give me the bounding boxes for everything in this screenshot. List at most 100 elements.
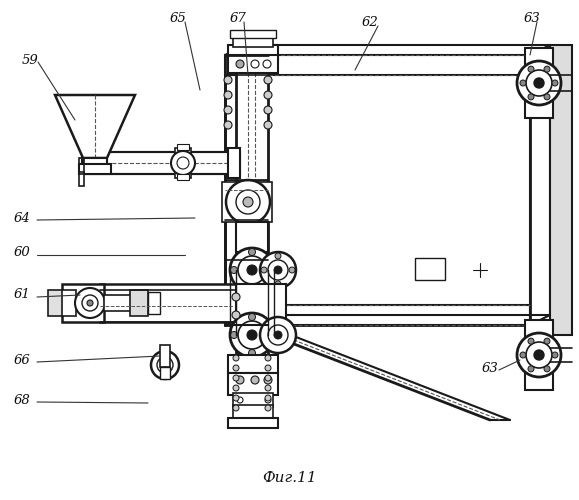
Circle shape xyxy=(544,94,550,100)
Circle shape xyxy=(251,376,259,384)
Bar xyxy=(104,295,134,311)
Bar xyxy=(233,405,273,420)
Circle shape xyxy=(534,78,544,88)
Circle shape xyxy=(274,331,282,339)
Bar xyxy=(225,55,530,325)
Circle shape xyxy=(528,366,534,372)
Circle shape xyxy=(236,60,244,68)
Circle shape xyxy=(261,267,267,273)
Bar xyxy=(100,284,255,322)
Bar xyxy=(233,35,273,47)
Circle shape xyxy=(233,405,239,411)
Bar xyxy=(225,55,530,75)
Circle shape xyxy=(526,70,552,96)
Circle shape xyxy=(224,121,232,129)
Bar xyxy=(236,55,268,425)
Circle shape xyxy=(151,351,179,379)
Polygon shape xyxy=(55,95,135,158)
Circle shape xyxy=(520,80,526,86)
Bar xyxy=(130,290,148,316)
Bar xyxy=(228,418,278,428)
Circle shape xyxy=(230,248,274,292)
Bar xyxy=(525,320,553,390)
Bar xyxy=(228,55,278,73)
Circle shape xyxy=(534,350,544,360)
Text: 67: 67 xyxy=(230,12,247,24)
Bar xyxy=(148,292,160,314)
Circle shape xyxy=(265,355,271,361)
Circle shape xyxy=(268,260,288,280)
Bar xyxy=(228,148,240,178)
Circle shape xyxy=(528,66,534,72)
Circle shape xyxy=(266,266,273,274)
Bar xyxy=(228,45,278,60)
Circle shape xyxy=(248,284,255,292)
Circle shape xyxy=(230,332,237,338)
Bar xyxy=(228,355,278,373)
Text: Фиг.11: Фиг.11 xyxy=(262,471,316,485)
Text: 66: 66 xyxy=(14,354,30,366)
Bar xyxy=(79,164,111,174)
Text: 63: 63 xyxy=(482,362,499,374)
Circle shape xyxy=(552,352,558,358)
Circle shape xyxy=(544,366,550,372)
Bar xyxy=(222,182,272,222)
Circle shape xyxy=(264,121,272,129)
Circle shape xyxy=(265,365,271,371)
Bar xyxy=(62,284,104,322)
Circle shape xyxy=(75,288,105,318)
Circle shape xyxy=(517,333,561,377)
Bar xyxy=(233,393,273,407)
Circle shape xyxy=(260,252,296,288)
Bar xyxy=(79,172,84,186)
Text: 68: 68 xyxy=(14,394,30,406)
Circle shape xyxy=(544,338,550,344)
Circle shape xyxy=(232,311,240,319)
Circle shape xyxy=(247,330,257,340)
Circle shape xyxy=(275,281,281,287)
Bar xyxy=(160,345,170,367)
Bar xyxy=(415,258,445,280)
Bar xyxy=(62,290,76,316)
Circle shape xyxy=(526,342,552,368)
Circle shape xyxy=(171,151,195,175)
Circle shape xyxy=(224,91,232,99)
Circle shape xyxy=(274,266,282,274)
Bar xyxy=(236,284,286,322)
Circle shape xyxy=(528,94,534,100)
Circle shape xyxy=(224,106,232,114)
Circle shape xyxy=(520,352,526,358)
Circle shape xyxy=(230,313,274,357)
Circle shape xyxy=(243,197,253,207)
Circle shape xyxy=(230,266,237,274)
Circle shape xyxy=(248,314,255,320)
Circle shape xyxy=(289,267,295,273)
Text: 65: 65 xyxy=(170,12,186,24)
Circle shape xyxy=(552,80,558,86)
Bar xyxy=(82,152,240,174)
Circle shape xyxy=(162,362,168,368)
Bar xyxy=(230,30,276,38)
Circle shape xyxy=(528,338,534,344)
Bar xyxy=(550,45,572,335)
Text: 62: 62 xyxy=(362,16,378,28)
Bar xyxy=(79,158,84,174)
Bar xyxy=(228,373,278,395)
Circle shape xyxy=(275,253,281,259)
Circle shape xyxy=(224,76,232,84)
Circle shape xyxy=(266,332,273,338)
Circle shape xyxy=(264,76,272,84)
Text: 60: 60 xyxy=(14,246,30,258)
Circle shape xyxy=(264,106,272,114)
Circle shape xyxy=(238,256,266,284)
Circle shape xyxy=(265,405,271,411)
Bar xyxy=(525,48,553,118)
Circle shape xyxy=(233,395,239,401)
Circle shape xyxy=(248,350,255,356)
Circle shape xyxy=(232,293,240,301)
Circle shape xyxy=(233,385,239,391)
Bar xyxy=(160,367,170,379)
Circle shape xyxy=(238,321,266,349)
Circle shape xyxy=(264,376,272,384)
Circle shape xyxy=(233,375,239,381)
